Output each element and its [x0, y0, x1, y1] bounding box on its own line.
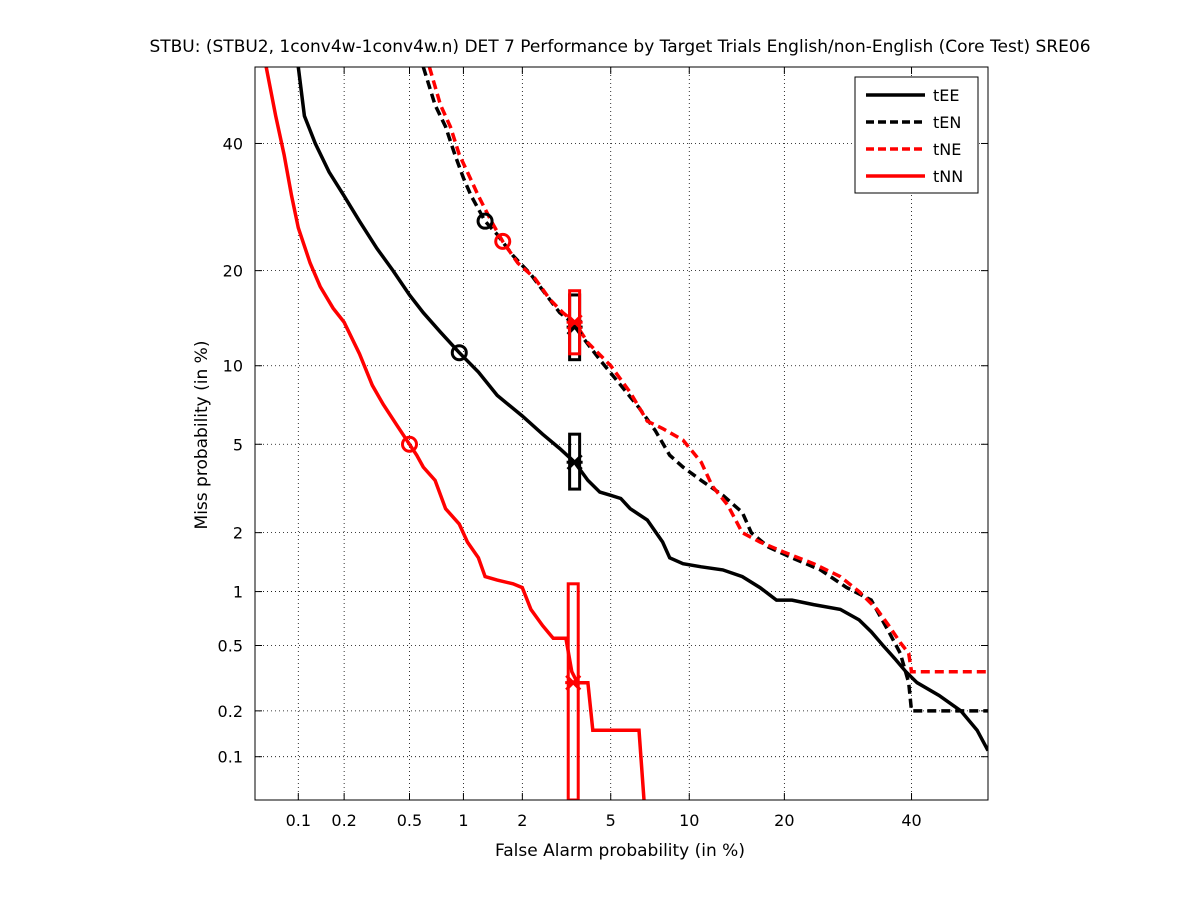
act-dcf-marker-tNN — [565, 674, 582, 691]
legend-label-tNE: tNE — [933, 140, 961, 159]
x-tick-label: 5 — [606, 811, 616, 830]
y-tick-label: 0.1 — [218, 748, 243, 767]
x-axis-label: False Alarm probability (in %) — [495, 841, 745, 861]
min-dcf-marker-tNN — [400, 435, 418, 453]
y-tick-label: 0.2 — [218, 702, 243, 721]
legend-label-tNN: tNN — [933, 167, 963, 186]
x-tick-label: 0.1 — [286, 811, 311, 830]
marker-layer — [400, 212, 583, 800]
plot-frame — [254, 66, 989, 801]
min-dcf-marker-tEN — [476, 212, 494, 230]
y-axis-label: Miss probability (in %) — [192, 341, 212, 530]
x-tick-label: 1 — [458, 811, 468, 830]
ticks: 0.1 0.2 0.5 1 2 5 10 20 40 0.1 0.2 0.5 1 2 5 10 20 40 — [218, 67, 988, 830]
x-tick-label: 2 — [517, 811, 527, 830]
series-line-tEE — [296, 67, 988, 752]
act-dcf-marker-tEE — [566, 454, 583, 471]
legend-label-tEN: tEN — [933, 113, 961, 132]
x-tick-label: 40 — [901, 811, 921, 830]
act-dcf-marker-tNE — [566, 314, 583, 331]
y-tick-label: 40 — [223, 134, 243, 153]
x-tick-label: 0.2 — [331, 811, 356, 830]
y-tick-label: 5 — [233, 435, 243, 454]
chart-title: STBU: (STBU2, 1conv4w-1conv4w.n) DET 7 P… — [149, 37, 1090, 57]
y-tick-label: 20 — [223, 262, 243, 281]
legend-label-tEE: tEE — [933, 86, 960, 105]
y-tick-label: 10 — [223, 357, 243, 376]
min-dcf-marker-tEE — [450, 344, 468, 362]
y-tick-label: 2 — [233, 524, 243, 543]
legend: tEE tEN tNE tNN — [854, 76, 979, 194]
min-dcf-marker-tNE — [494, 232, 512, 250]
y-tick-label: 0.5 — [218, 637, 243, 656]
act-dcf-box-tNN — [566, 582, 580, 800]
x-tick-label: 20 — [774, 811, 794, 830]
x-tick-label: 0.5 — [397, 811, 422, 830]
y-tick-label: 1 — [233, 583, 243, 602]
series-line-tNE — [427, 67, 988, 674]
series-line-tNN — [264, 67, 646, 800]
x-tick-label: 10 — [679, 811, 699, 830]
